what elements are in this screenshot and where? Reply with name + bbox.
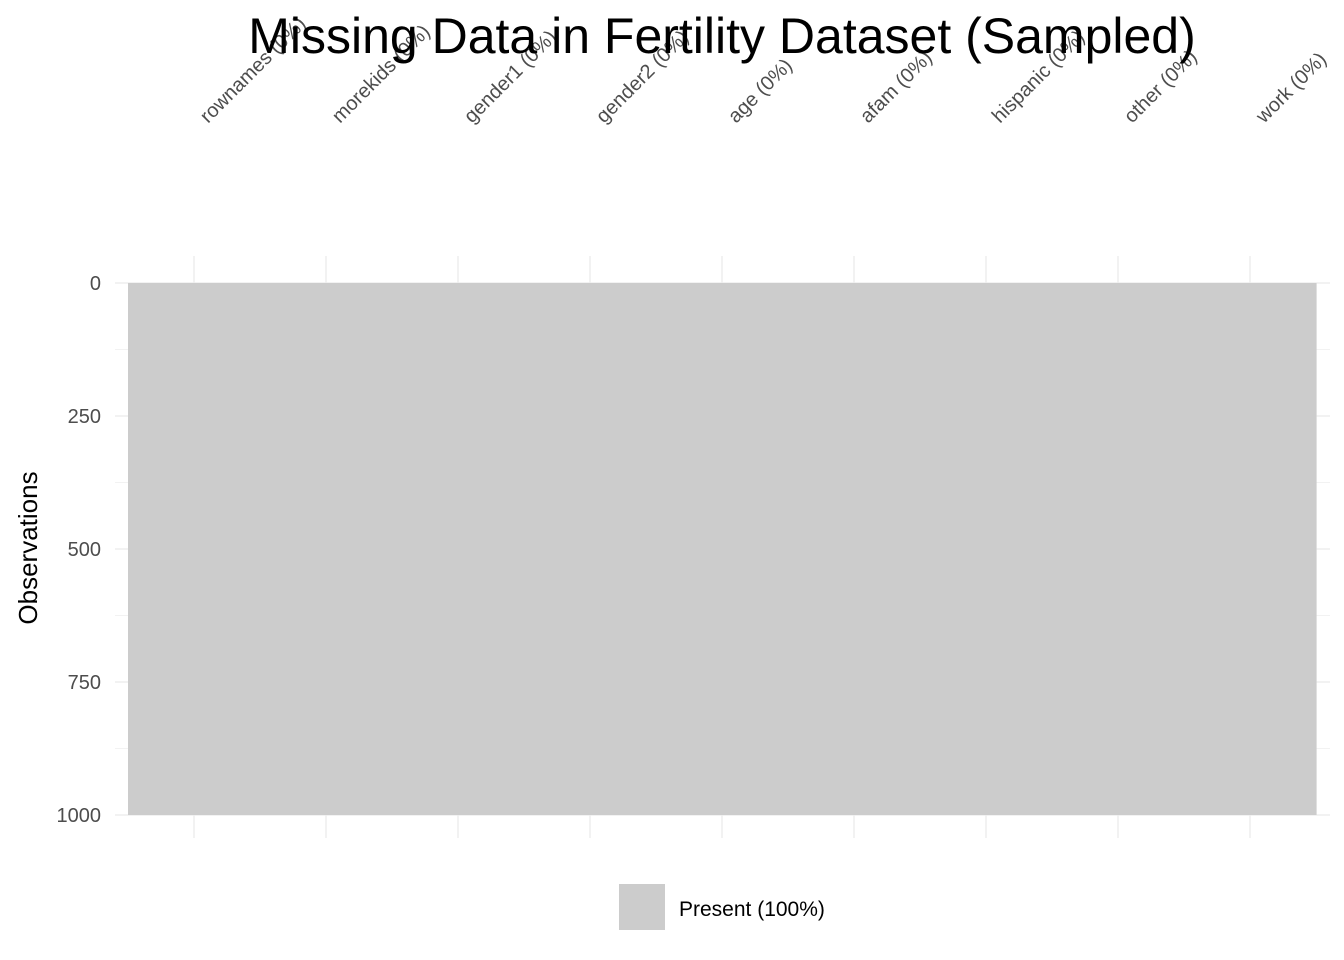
data-column-other	[1052, 283, 1185, 815]
y-tick-label: 0	[90, 273, 101, 295]
legend: Present (100%)	[619, 884, 825, 930]
chart-title: Missing Data in Fertility Dataset (Sampl…	[248, 8, 1196, 64]
y-tick-label: 250	[68, 406, 101, 428]
legend-label: Present (100%)	[679, 898, 825, 921]
x-tick-label: age (0%)	[724, 55, 797, 128]
data-column-gender1	[392, 283, 525, 815]
data-column-afam	[788, 283, 921, 815]
y-tick-label: 750	[68, 672, 101, 694]
legend-swatch	[619, 884, 665, 930]
data-column-hispanic	[920, 283, 1053, 815]
y-axis-ticks: 0 250 500 750 1000	[57, 273, 102, 827]
data-column-morekids	[260, 283, 393, 815]
x-tick-label: work (0%)	[1251, 48, 1331, 128]
y-tick-label: 500	[68, 539, 101, 561]
data-column-gender2	[524, 283, 657, 815]
data-tiles	[128, 283, 1317, 815]
data-column-rownames	[128, 283, 261, 815]
data-column-age	[656, 283, 789, 815]
y-tick-label: 1000	[57, 805, 102, 827]
y-axis-title: Observations	[13, 471, 43, 624]
data-column-work	[1184, 283, 1317, 815]
